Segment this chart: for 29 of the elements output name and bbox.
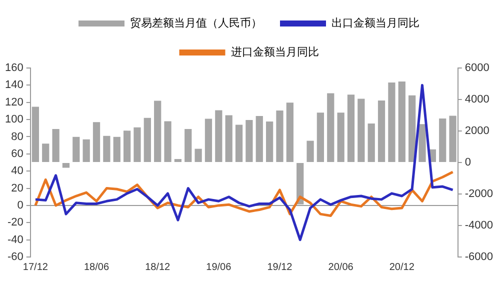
y-tick-label: 0 xyxy=(17,199,24,212)
y2-tick-label: 4000 xyxy=(464,94,490,106)
legend-label: 出口金额当月同比 xyxy=(332,16,420,30)
y-tick-label: -40 xyxy=(7,234,24,246)
x-tick-label: 19/06 xyxy=(206,262,232,273)
y2-tick-label: -2000 xyxy=(464,188,494,200)
x-tick-label: 17/12 xyxy=(22,262,48,273)
y-tick-label: -20 xyxy=(7,216,24,229)
x-tick-label: 20/12 xyxy=(389,262,415,273)
legend-label: 贸易差额当月值（人民币） xyxy=(130,16,262,30)
y-tick-label: 160 xyxy=(4,62,24,74)
x-tick-label: 18/06 xyxy=(84,262,110,273)
y-tick-label: 80 xyxy=(11,130,24,143)
x-tick-label: 20/06 xyxy=(328,262,354,273)
y-tick-label: 140 xyxy=(4,79,24,92)
y2-tick-label: 6000 xyxy=(464,62,490,74)
y2-tick-label: 0 xyxy=(464,156,471,169)
y-tick-label: 120 xyxy=(4,96,24,108)
y-tick-label: 60 xyxy=(11,148,24,160)
y2-tick-label: -6000 xyxy=(464,251,494,264)
y-tick-label: 40 xyxy=(11,165,24,178)
y-tick-label: 20 xyxy=(11,182,24,194)
y-tick-label: -60 xyxy=(7,251,24,264)
x-tick-label: 19/12 xyxy=(267,262,293,273)
y2-tick-label: -4000 xyxy=(464,220,494,232)
x-tick-label: 18/12 xyxy=(145,262,171,273)
y2-tick-label: 2000 xyxy=(464,125,490,138)
legend-label: 进口金额当月同比 xyxy=(230,46,319,59)
y-tick-label: 100 xyxy=(4,114,24,126)
